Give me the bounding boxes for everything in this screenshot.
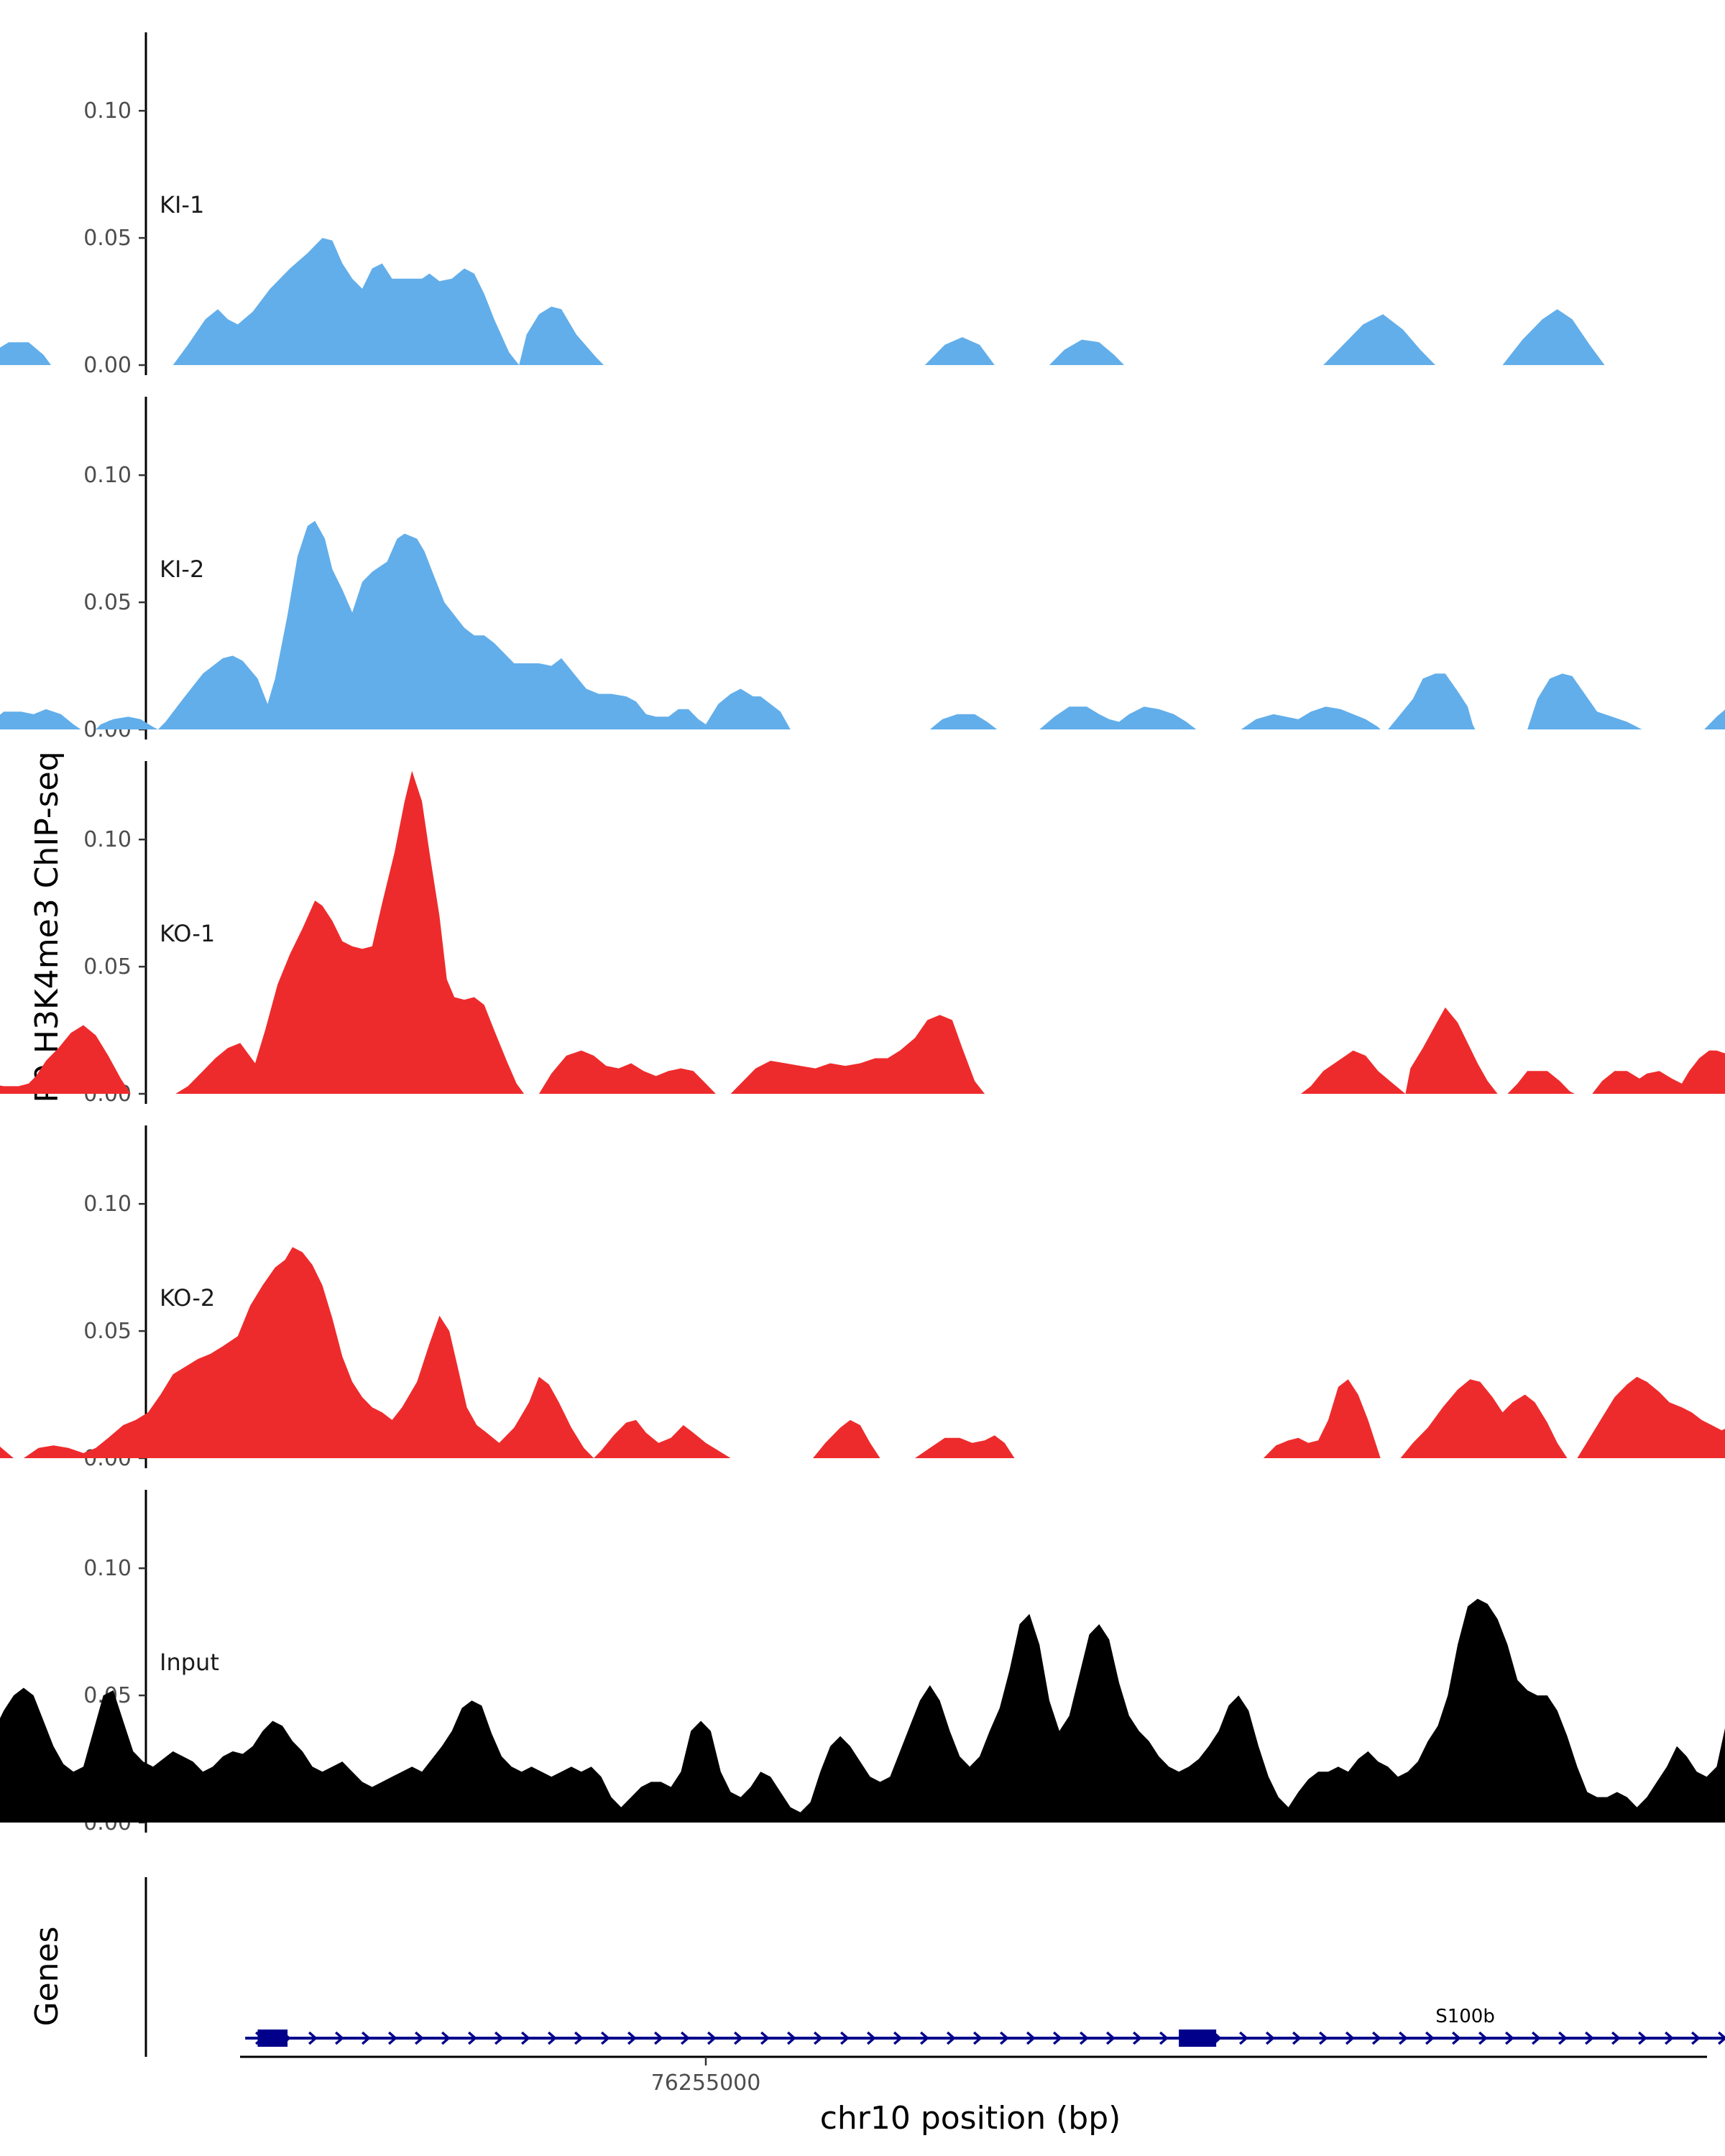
strand-arrow — [1159, 2031, 1169, 2045]
strand-arrow — [786, 2031, 796, 2045]
genes-axis-title: Genes — [29, 1926, 65, 2026]
strand-arrow — [520, 2031, 530, 2045]
y-tick-label: 0.10 — [83, 98, 132, 124]
strand-arrow — [441, 2031, 451, 2045]
y-tick-label: 0.05 — [83, 954, 132, 980]
strand-arrow — [760, 2031, 770, 2045]
y-tick-label: 0.10 — [83, 1192, 132, 1217]
tracks-layer: 0.000.050.10KI-10.000.050.10KI-20.000.05… — [0, 32, 1725, 1835]
coverage-area-ko-1 — [0, 770, 1725, 1094]
strand-arrow — [414, 2031, 424, 2045]
track-label-input: Input — [160, 1649, 219, 1676]
strand-arrow — [1398, 2031, 1408, 2045]
strand-arrow — [1079, 2031, 1089, 2045]
strand-arrow — [893, 2031, 903, 2045]
x-tick-label: 76255000 — [651, 2070, 761, 2096]
strand-arrow — [1664, 2031, 1674, 2045]
strand-arrow — [972, 2031, 983, 2045]
coverage-area-ki-1 — [0, 238, 1725, 365]
strand-arrow — [1105, 2031, 1116, 2045]
exon — [1179, 2030, 1217, 2047]
coverage-area-input — [0, 1598, 1725, 1823]
strand-arrow — [653, 2031, 663, 2045]
x-axis-title: chr10 position (bp) — [820, 2100, 1121, 2137]
strand-arrow — [387, 2031, 397, 2045]
strand-arrow — [1132, 2031, 1142, 2045]
strand-arrow — [946, 2031, 956, 2045]
strand-arrow — [308, 2031, 318, 2045]
strand-arrow — [866, 2031, 876, 2045]
strand-arrow — [1345, 2031, 1355, 2045]
strand-arrow — [627, 2031, 637, 2045]
y-tick-label: 0.05 — [83, 1319, 132, 1344]
strand-arrow — [1052, 2031, 1062, 2045]
gene-label-s100b: S100b — [1435, 2006, 1495, 2027]
track-label-ko-1: KO-1 — [160, 920, 215, 947]
y-tick-label: 0.00 — [83, 353, 132, 378]
strand-arrow — [1558, 2031, 1568, 2045]
strand-arrow — [1717, 2031, 1725, 2045]
exon — [257, 2030, 288, 2047]
strand-arrow — [840, 2031, 850, 2045]
coverage-area-ki-2 — [0, 520, 1725, 729]
strand-arrow — [1478, 2031, 1488, 2045]
strand-arrow — [999, 2031, 1009, 2045]
strand-arrow — [1238, 2031, 1248, 2045]
strand-arrow — [1318, 2031, 1328, 2045]
y-tick-label: 0.10 — [83, 827, 132, 852]
strand-arrow — [334, 2031, 344, 2045]
strand-arrow — [1292, 2031, 1302, 2045]
strand-arrow — [1690, 2031, 1701, 2045]
strand-arrow — [1637, 2031, 1647, 2045]
y-tick-label: 0.10 — [83, 463, 132, 488]
track-panel-ki-1: 0.00 0.05 0.10 KI-1 — [0, 32, 1725, 378]
strand-arrow — [733, 2031, 743, 2045]
x-axis: 7625500076260000 — [240, 2055, 1707, 2096]
strand-arrow — [1425, 2031, 1435, 2045]
track-label-ki-1: KI-1 — [160, 191, 204, 218]
strand-arrow — [1451, 2031, 1461, 2045]
strand-arrow — [361, 2031, 371, 2045]
y-tick-label: 0.05 — [83, 590, 132, 615]
strand-arrow — [707, 2031, 717, 2045]
strand-arrow — [467, 2031, 477, 2045]
strand-arrow — [1026, 2031, 1036, 2045]
strand-arrow — [680, 2031, 690, 2045]
strand-arrow — [1584, 2031, 1594, 2045]
y-axis-title: P0 H3K4me3 ChIP-seq — [29, 751, 65, 1102]
strand-arrow — [1265, 2031, 1275, 2045]
strand-arrow — [1531, 2031, 1541, 2045]
genes-layer: Dip2aS100b — [144, 1877, 1725, 2057]
strand-arrow — [919, 2031, 929, 2045]
strand-arrow — [1371, 2031, 1381, 2045]
coverage-area-ko-2 — [0, 1247, 1725, 1458]
y-tick-label: 0.05 — [83, 226, 132, 251]
gene-s100b: S100b — [245, 2006, 1725, 2047]
strand-arrow — [813, 2031, 823, 2045]
strand-arrow — [600, 2031, 610, 2045]
strand-arrow — [547, 2031, 557, 2045]
strand-arrow — [1504, 2031, 1514, 2045]
strand-arrow — [494, 2031, 504, 2045]
strand-arrow — [1611, 2031, 1621, 2045]
track-label-ki-2: KI-2 — [160, 556, 204, 583]
track-label-ko-2: KO-2 — [160, 1284, 215, 1312]
strand-arrow — [574, 2031, 584, 2045]
y-tick-label: 0.10 — [83, 1556, 132, 1581]
